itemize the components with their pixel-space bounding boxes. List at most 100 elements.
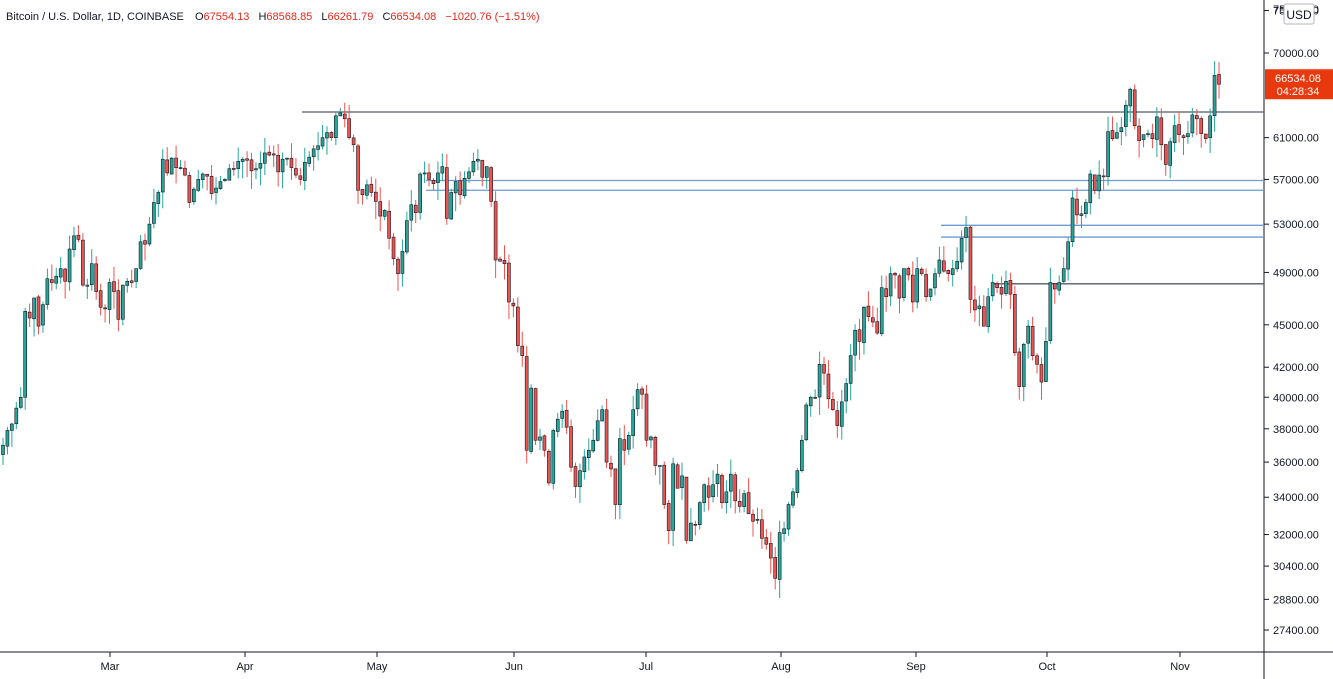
candle-body [1172, 125, 1177, 143]
candle [1035, 353, 1039, 374]
candle-body [289, 157, 294, 168]
candle-body [866, 305, 871, 317]
currency-button[interactable]: USD [1283, 3, 1315, 25]
candle-body [773, 557, 778, 579]
y-tick-label: 40000.00 [1273, 392, 1319, 404]
candle-body [125, 280, 130, 286]
candle-body [400, 251, 405, 274]
candle-body [582, 456, 587, 472]
candle-body [973, 299, 977, 311]
candle-body [871, 317, 875, 323]
candle [1177, 111, 1181, 143]
candle-body [879, 287, 884, 335]
candle-body [1101, 175, 1106, 178]
candle [41, 301, 45, 333]
horizontal-levels[interactable] [302, 111, 1264, 285]
candle-body [387, 210, 391, 239]
candle-body [453, 181, 458, 194]
candle [338, 107, 343, 117]
candle [298, 167, 303, 186]
candle-body [631, 409, 635, 436]
candle [1181, 134, 1186, 155]
time-axis[interactable]: Mar Apr May Jun Jul Aug Sep Oct Nov [101, 652, 1191, 673]
candle-body [968, 226, 973, 300]
candle-body [1199, 118, 1204, 134]
candle-body [493, 201, 498, 261]
candle [387, 200, 391, 250]
close-label: C [382, 11, 390, 23]
candle-body [267, 151, 272, 156]
candle-body [85, 284, 90, 287]
candle [334, 112, 338, 146]
candle [547, 449, 551, 486]
candle-body [1181, 135, 1186, 138]
candle-body [240, 158, 245, 162]
candle [444, 154, 449, 225]
candle-body [813, 396, 817, 399]
x-tick-label: Nov [1170, 661, 1190, 673]
candle [156, 190, 161, 217]
candle [1088, 170, 1093, 215]
candle [174, 145, 178, 184]
candle-body [560, 410, 564, 419]
candle [471, 152, 476, 176]
candle [422, 161, 427, 184]
candle [595, 409, 600, 442]
candle [223, 178, 227, 182]
candle [995, 281, 999, 294]
candle [902, 268, 906, 302]
candle-body [680, 475, 684, 488]
candle [1008, 272, 1013, 310]
candle [715, 463, 720, 497]
candle-body [547, 450, 551, 484]
legend: Bitcoin / U.S. Dollar, 1D, COINBASE O675… [6, 11, 540, 23]
y-tick-label: 30400.00 [1273, 561, 1319, 573]
candle [733, 472, 738, 514]
candle-body [1008, 280, 1013, 295]
candle [209, 165, 214, 200]
candle [737, 489, 742, 513]
candle-body [41, 304, 45, 326]
candle [138, 235, 143, 271]
candle-body [183, 167, 187, 176]
candle-body [329, 132, 334, 138]
x-tick-label: Apr [236, 661, 253, 673]
candle [98, 283, 103, 316]
candle-body [214, 187, 218, 193]
candle-body [924, 274, 928, 298]
candle-body [245, 158, 249, 161]
candle [990, 273, 995, 302]
candle-body [218, 181, 223, 189]
candle [689, 507, 693, 542]
candle-body [875, 321, 880, 334]
candle [520, 331, 525, 367]
candle-body [227, 168, 232, 181]
candle [609, 455, 613, 478]
candle [968, 225, 973, 314]
candle [1199, 116, 1204, 148]
candle [578, 463, 582, 503]
candle [897, 273, 902, 314]
candle-body [782, 528, 786, 534]
candle-body [342, 113, 347, 120]
candle [808, 395, 813, 417]
x-tick-label: Jul [639, 661, 653, 673]
candle [831, 392, 835, 411]
candle [618, 427, 622, 519]
candles[interactable] [1, 61, 1221, 599]
candle [1141, 134, 1146, 148]
candle-body [746, 492, 751, 515]
candle [1, 437, 5, 465]
candle-body [1066, 241, 1070, 270]
candle-body [862, 306, 866, 343]
candle [391, 232, 396, 266]
candle [857, 318, 862, 360]
candle [569, 419, 573, 472]
candle [764, 529, 769, 550]
candle-body [884, 288, 888, 298]
candle-body [928, 288, 933, 297]
candle-body [658, 465, 662, 467]
candle [1004, 270, 1008, 297]
candle [36, 295, 41, 335]
